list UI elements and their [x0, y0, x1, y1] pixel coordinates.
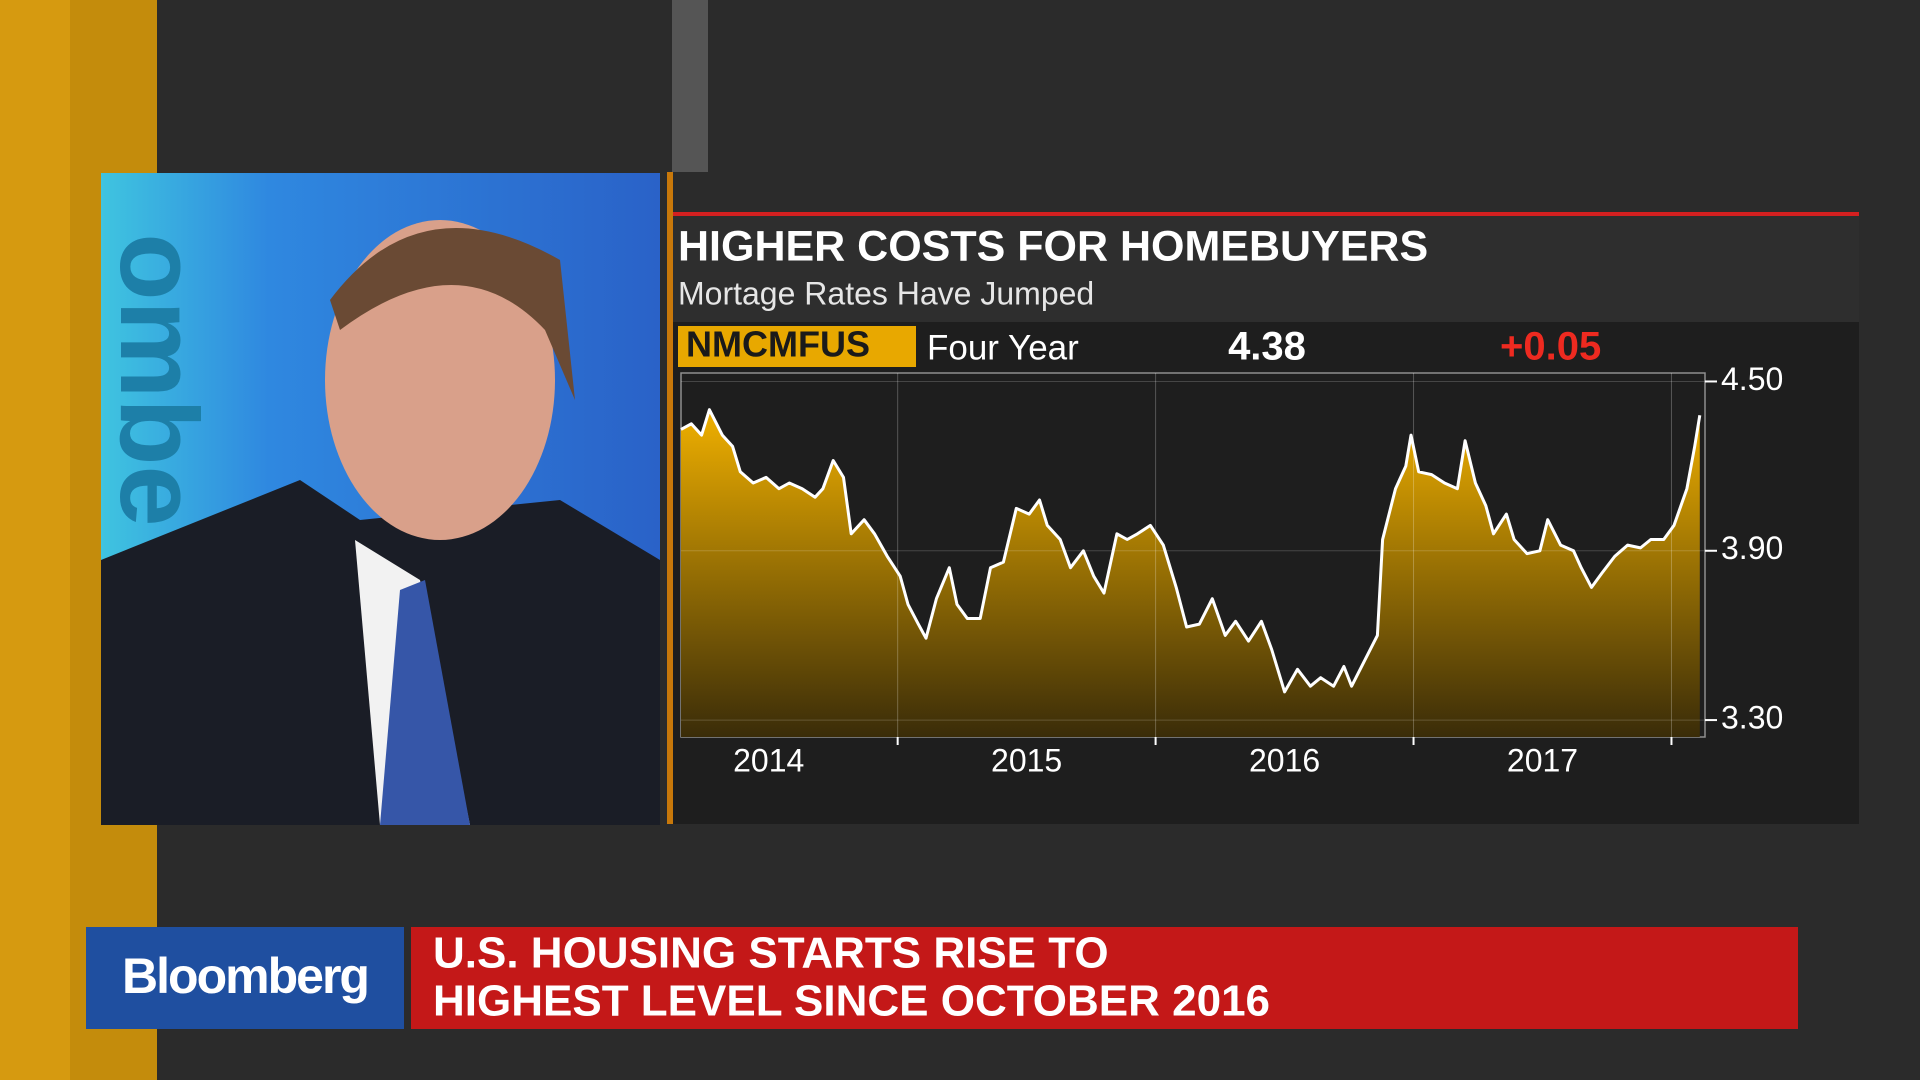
ticker-box — [678, 326, 916, 367]
headline-line: U.S. HOUSING STARTS RISE TO — [433, 929, 1109, 978]
x-tick-label: 2016 — [1249, 742, 1320, 778]
gold-strip-inner — [0, 0, 70, 1080]
x-tick-label: 2015 — [991, 742, 1062, 778]
line — [680, 408, 1702, 694]
plot: 4.50 3.90 3.30 2014 2015 2016 2017 — [680, 361, 1783, 778]
tie — [380, 580, 470, 825]
area — [681, 409, 1700, 737]
y-tick-label: 4.50 — [1721, 361, 1783, 397]
period: Four Year — [927, 328, 1079, 367]
brand-box — [86, 927, 404, 1029]
ticker: NMCMFUS — [686, 324, 870, 365]
last-value: 4.38 — [1228, 325, 1306, 369]
y-tick-label: 3.30 — [1721, 700, 1783, 736]
hair — [330, 228, 575, 400]
video-panel: ombe — [97, 173, 660, 825]
panel-separator — [667, 172, 673, 824]
background-stripe — [672, 0, 708, 172]
header-rule — [673, 212, 1859, 216]
headline-box — [411, 927, 1798, 1029]
chart-title: HIGHER COSTS FOR HOMEBUYERS — [678, 222, 1428, 270]
wall-text: ombe — [97, 233, 220, 526]
brand: Bloomberg — [122, 948, 368, 1004]
y-tick-label: 3.90 — [1721, 530, 1783, 566]
change-value: +0.05 — [1500, 325, 1601, 369]
x-tick-label: 2014 — [733, 742, 804, 778]
x-tick-label: 2017 — [1507, 742, 1578, 778]
chart-subtitle: Mortage Rates Have Jumped — [678, 275, 1094, 311]
headline-line: HIGHEST LEVEL SINCE OCTOBER 2016 — [433, 977, 1270, 1026]
header-band — [673, 212, 1859, 322]
